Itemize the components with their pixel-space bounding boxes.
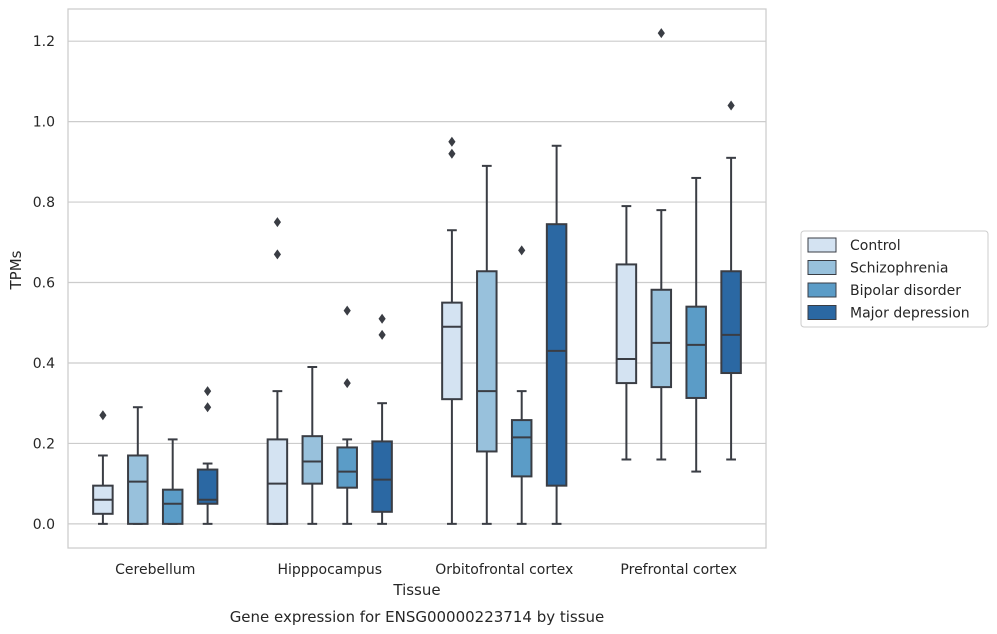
outlier-point	[657, 28, 665, 39]
y-tick-label: 0.2	[33, 436, 55, 452]
outlier-point	[378, 313, 386, 324]
box-group	[476, 164, 498, 525]
x-axis-label: Tissue	[392, 581, 440, 599]
legend-label: Schizophrenia	[850, 261, 948, 277]
box	[161, 488, 184, 525]
outlier-point	[273, 217, 281, 228]
box	[476, 270, 498, 453]
legend-swatch	[807, 282, 837, 298]
outlier-point	[343, 378, 351, 389]
box-group	[301, 365, 324, 525]
y-tick-label: 1.2	[33, 34, 55, 50]
box	[510, 419, 533, 478]
y-tick-label: 1.0	[33, 115, 55, 131]
outlier-point	[273, 249, 281, 260]
box	[615, 263, 638, 385]
legend-swatch	[807, 237, 837, 253]
y-tick-label: 0.0	[33, 517, 55, 533]
box	[650, 288, 673, 389]
box	[127, 454, 149, 525]
box-group	[266, 217, 289, 525]
box-group	[127, 406, 149, 525]
outlier-point	[204, 402, 212, 413]
y-tick-label: 0.4	[33, 356, 55, 372]
legend-label: Major depression	[850, 306, 970, 322]
box-group	[545, 144, 568, 525]
outlier-point	[518, 245, 526, 256]
box	[196, 468, 219, 505]
plot-area-frame	[67, 8, 767, 549]
outlier-point	[343, 305, 351, 316]
y-tick-labels: 0.0 0.2 0.4 0.6 0.8 1.0 1.2	[33, 34, 55, 533]
chart-caption: Gene expression for ENSG00000223714 by t…	[230, 608, 605, 626]
box-group	[685, 176, 707, 473]
y-axis-label: TPMs	[7, 250, 25, 290]
x-tick-label: Prefrontal cortex	[620, 562, 737, 578]
outlier-point	[99, 410, 107, 421]
box	[266, 438, 289, 525]
legend-swatch	[807, 260, 837, 275]
box-group	[720, 100, 742, 461]
box-group	[336, 305, 358, 525]
legend-swatch	[807, 305, 837, 320]
box	[685, 305, 707, 399]
x-tick-labels: Cerebellum Hipppocampus Orbitofrontal cort…	[115, 562, 737, 578]
legend-label: Bipolar disorder	[850, 283, 961, 299]
outlier-point	[448, 148, 456, 159]
box-group	[510, 245, 533, 525]
box-group	[371, 313, 393, 525]
legend-label: Control	[850, 238, 901, 254]
box-group	[92, 410, 114, 525]
boxes-layer	[92, 28, 742, 525]
x-tick-label: Cerebellum	[115, 562, 195, 578]
outlier-point	[204, 386, 212, 397]
box-group	[196, 386, 219, 525]
outlier-point	[448, 136, 456, 147]
legend-frame	[800, 230, 989, 328]
box-group	[441, 136, 463, 525]
outlier-point	[378, 329, 386, 340]
box	[441, 301, 463, 401]
y-tick-label: 0.6	[33, 276, 55, 292]
box-group	[650, 28, 673, 461]
box	[301, 435, 324, 485]
x-tick-label: Hipppocampus	[277, 562, 382, 578]
y-tick-label: 0.8	[33, 195, 55, 211]
box	[545, 223, 568, 487]
x-tick-label: Orbitofrontal cortex	[435, 562, 573, 578]
box	[336, 446, 358, 489]
gridlines	[68, 40, 766, 525]
box	[371, 440, 393, 513]
legend: Control Schizophrenia Bipolar disorder Majo…	[800, 230, 989, 328]
box-group	[615, 205, 638, 461]
box-group	[161, 438, 184, 525]
box	[720, 270, 742, 375]
outlier-point	[727, 100, 735, 111]
